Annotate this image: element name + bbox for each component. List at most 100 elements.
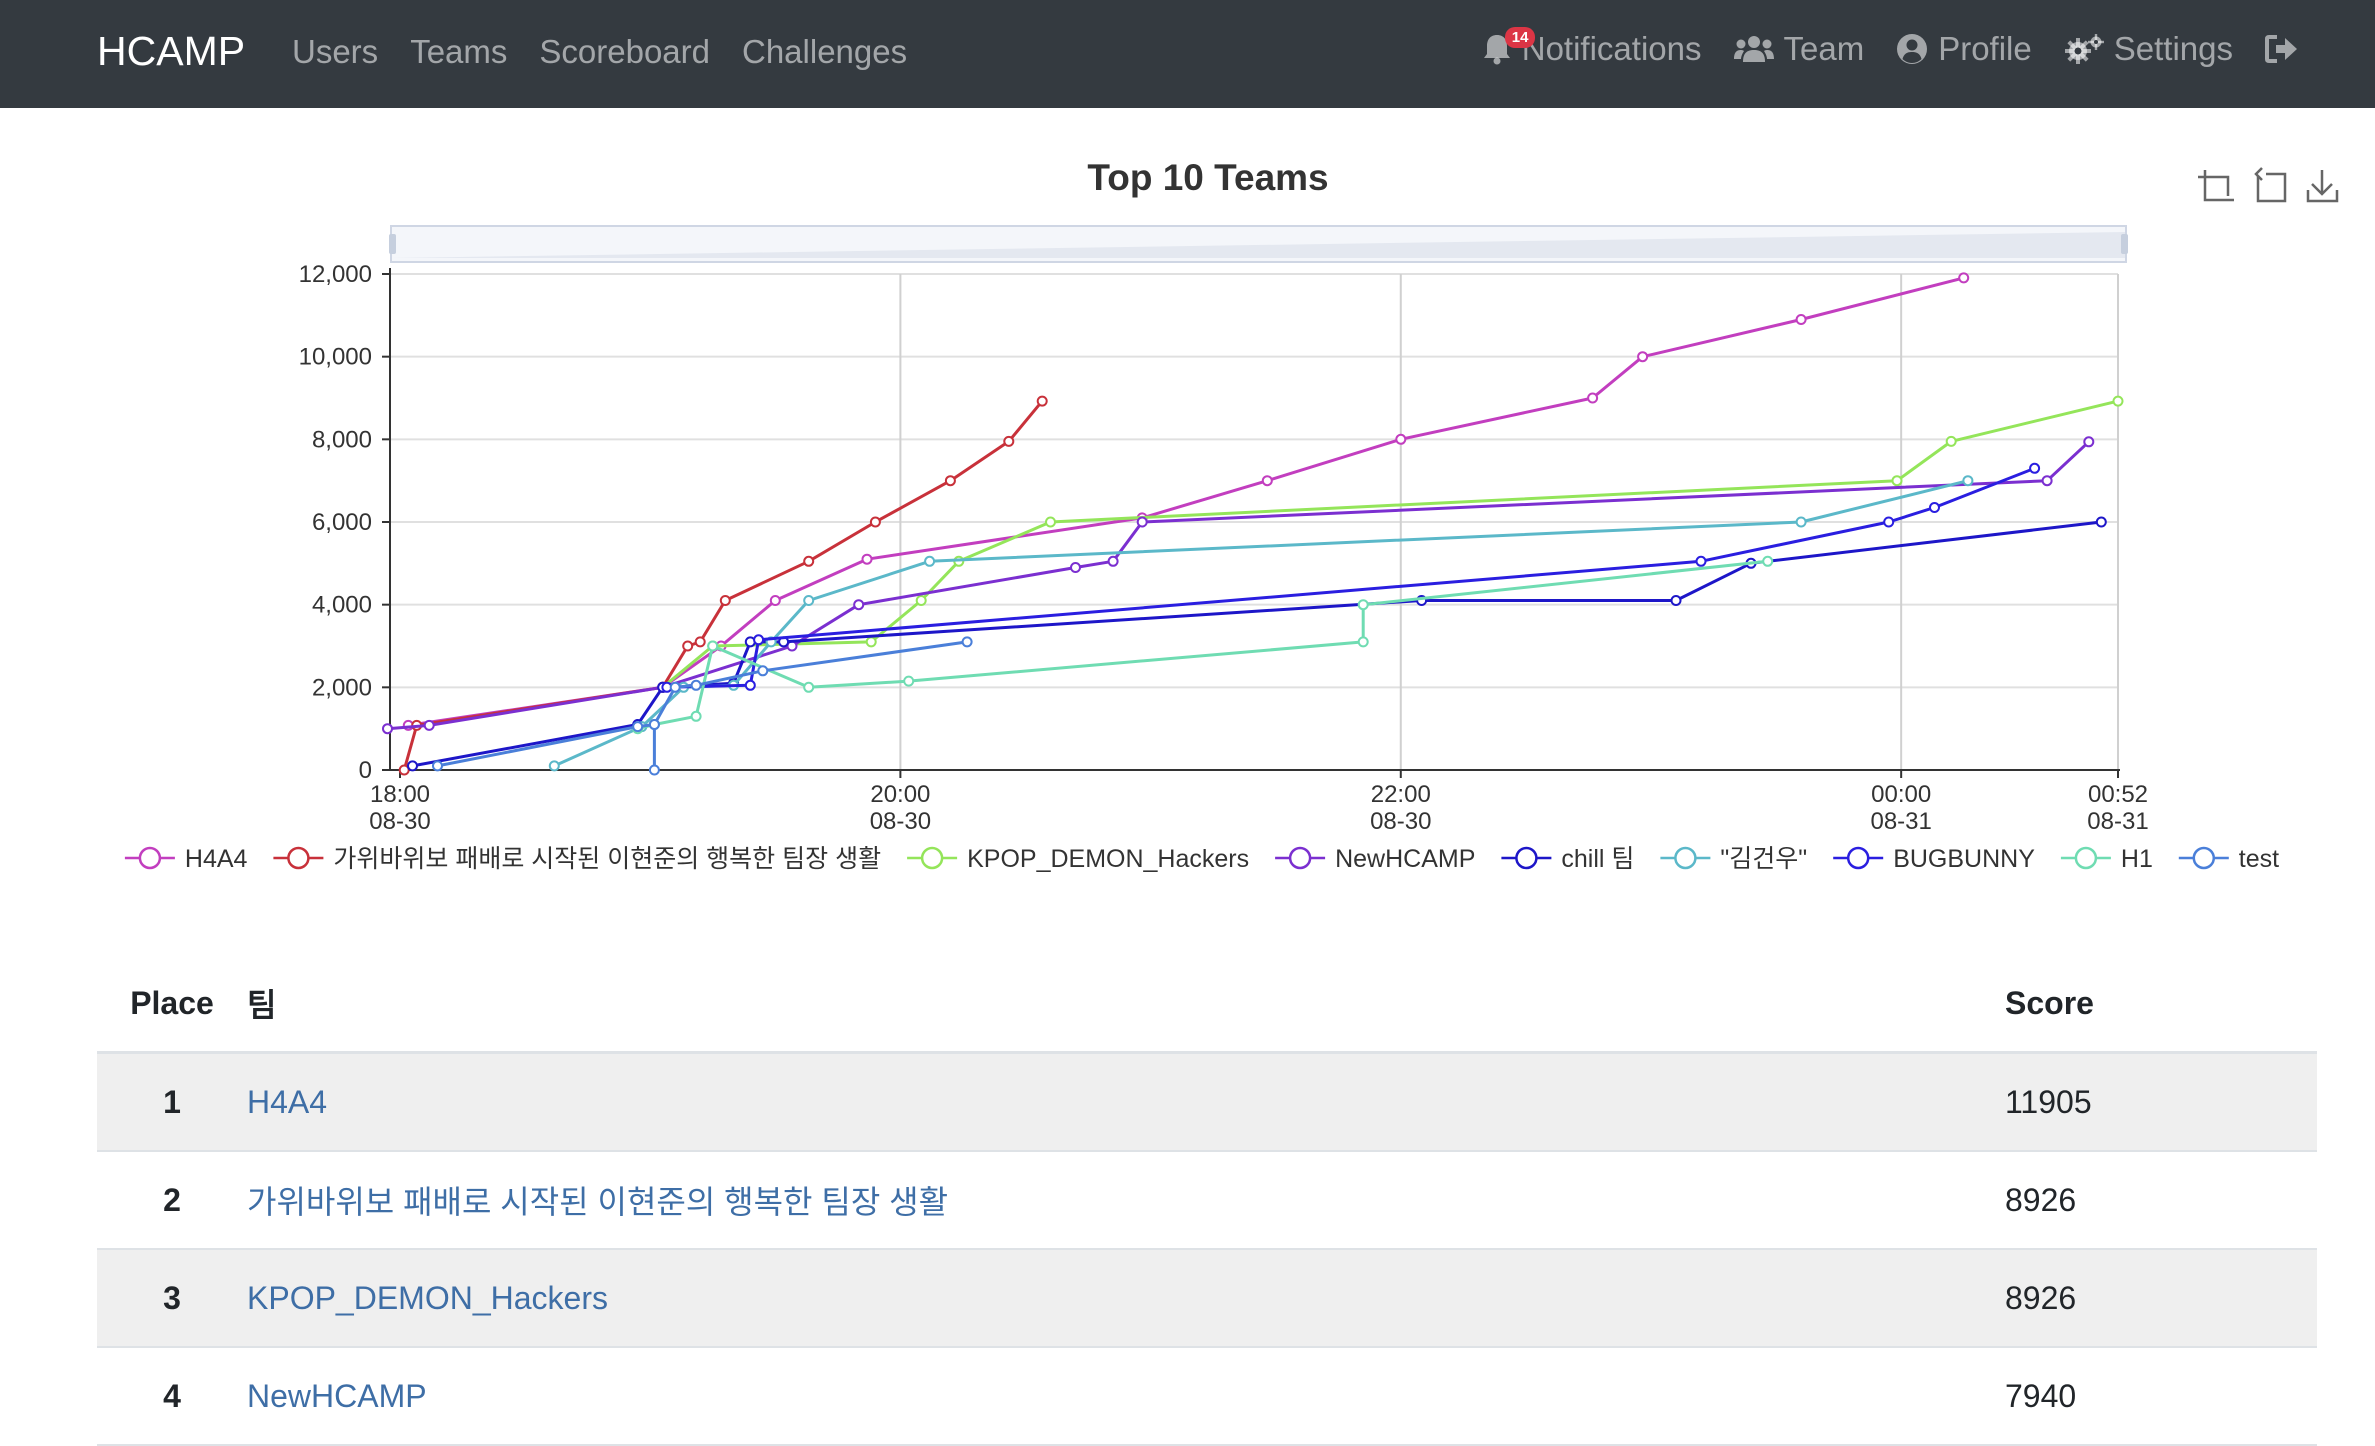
data-point[interactable]	[869, 516, 881, 528]
data-point[interactable]	[648, 764, 660, 776]
team-link[interactable]: 가위바위보 패배로 시작된 이현준의 행복한 팀장 생활	[247, 1184, 949, 1220]
data-point[interactable]	[803, 681, 815, 693]
data-point[interactable]	[1945, 435, 1957, 447]
data-point[interactable]	[1958, 272, 1970, 284]
data-point[interactable]	[1891, 475, 1903, 487]
data-point[interactable]	[1070, 562, 1081, 573]
data-point[interactable]	[915, 595, 927, 606]
data-point[interactable]	[682, 640, 694, 652]
legend-item[interactable]: KPOP_DEMON_Hackers	[907, 845, 1249, 873]
data-point[interactable]	[753, 634, 765, 646]
data-point[interactable]	[423, 719, 435, 731]
data-point[interactable]	[803, 595, 815, 606]
legend-item[interactable]: chill 팀	[1501, 845, 1634, 873]
data-point[interactable]	[382, 723, 393, 735]
data-point[interactable]	[648, 719, 660, 730]
data-point[interactable]	[1395, 433, 1407, 445]
data-point[interactable]	[1045, 516, 1056, 528]
legend-item[interactable]: NewHCAMP	[1275, 845, 1475, 873]
data-point[interactable]	[690, 679, 702, 691]
data-point[interactable]	[853, 599, 865, 611]
legend-marker	[1288, 846, 1312, 870]
data-point[interactable]	[1637, 351, 1649, 363]
y-tick-label: 4,000	[312, 592, 372, 619]
data-point[interactable]	[1357, 636, 1369, 648]
data-point[interactable]	[924, 555, 936, 567]
legend-marker	[1674, 846, 1697, 870]
data-point[interactable]	[694, 636, 706, 648]
data-point[interactable]	[719, 595, 731, 606]
data-point[interactable]	[2029, 462, 2041, 474]
series-line[interactable]	[553, 479, 1969, 768]
notification-count-badge: 14	[1504, 27, 1536, 48]
team-link[interactable]: NewHCAMP	[247, 1377, 427, 1414]
data-point[interactable]	[1357, 599, 1369, 611]
series-3	[382, 436, 2095, 735]
nav-logout[interactable]	[2265, 34, 2299, 64]
data-point[interactable]	[1695, 555, 1707, 567]
nav-users[interactable]: Users	[292, 33, 379, 70]
data-point[interactable]	[744, 679, 756, 691]
data-point[interactable]	[2095, 516, 2107, 528]
data-point[interactable]	[690, 710, 702, 722]
data-point[interactable]	[1261, 475, 1273, 487]
data-point[interactable]	[1929, 502, 1940, 513]
data-point[interactable]	[548, 760, 560, 772]
nav-notifications[interactable]: 14 Notifications	[1482, 27, 1702, 68]
legend-item[interactable]: test	[2178, 845, 2279, 873]
nav-teams[interactable]: Teams	[410, 33, 508, 70]
brand[interactable]: HCAMP	[97, 28, 246, 74]
data-point[interactable]	[1762, 555, 1774, 567]
data-point[interactable]	[407, 760, 418, 772]
legend-item[interactable]: 가위바위보 패배로 시작된 이현준의 행복한 팀장 생활	[273, 845, 881, 873]
legend-item[interactable]: H1	[2060, 845, 2153, 873]
nav-profile[interactable]: Profile	[1896, 30, 2032, 68]
data-point[interactable]	[961, 636, 973, 648]
data-point[interactable]	[1107, 555, 1119, 567]
legend-item[interactable]: BUGBUNNY	[1833, 845, 2035, 873]
data-point[interactable]	[1003, 435, 1015, 447]
nav-settings[interactable]: Settings	[2064, 30, 2233, 68]
data-point[interactable]	[1036, 395, 1048, 407]
data-point[interactable]	[707, 640, 719, 652]
legend-item[interactable]: H4A4	[124, 845, 248, 873]
datazoom-slider[interactable]	[389, 225, 2128, 263]
data-point[interactable]	[398, 764, 410, 776]
data-point[interactable]	[903, 675, 915, 687]
team-link[interactable]: H4A4	[247, 1083, 328, 1120]
nav-team[interactable]: Team	[1733, 30, 1864, 68]
zoom-back-icon[interactable]	[2250, 166, 2290, 204]
series-line[interactable]	[387, 440, 2090, 731]
x-tick-time: 20:00	[870, 781, 930, 808]
data-point[interactable]	[1136, 516, 1148, 528]
data-point[interactable]	[1587, 392, 1599, 404]
row-place: 3	[163, 1279, 181, 1316]
data-point[interactable]	[432, 760, 443, 772]
datazoom-left-handle[interactable]	[389, 234, 396, 254]
data-point[interactable]	[632, 721, 644, 733]
data-point[interactable]	[757, 665, 769, 677]
data-point[interactable]	[1670, 595, 1682, 606]
data-point[interactable]	[1795, 516, 1807, 528]
datazoom-right-handle[interactable]	[2121, 234, 2128, 254]
data-point[interactable]	[1962, 475, 1974, 487]
data-point[interactable]	[2112, 395, 2124, 407]
nav-scoreboard[interactable]: Scoreboard	[539, 33, 710, 70]
data-point[interactable]	[803, 555, 815, 567]
data-point[interactable]	[1883, 516, 1895, 528]
data-point[interactable]	[944, 475, 956, 487]
data-point[interactable]	[1795, 314, 1807, 325]
data-point[interactable]	[2083, 436, 2095, 448]
data-point[interactable]	[769, 595, 781, 606]
team-link[interactable]: KPOP_DEMON_Hackers	[247, 1279, 608, 1316]
data-point[interactable]	[861, 553, 873, 565]
legend-marker	[138, 846, 162, 870]
download-icon[interactable]	[2302, 166, 2342, 204]
series-line[interactable]	[412, 520, 2102, 768]
legend-item[interactable]: "김건우"	[1660, 845, 1807, 873]
data-point[interactable]	[865, 636, 877, 648]
data-point[interactable]	[2041, 475, 2053, 487]
data-point[interactable]	[669, 681, 681, 693]
restore-zoom-icon[interactable]	[2198, 168, 2236, 204]
nav-challenges[interactable]: Challenges	[742, 33, 908, 70]
